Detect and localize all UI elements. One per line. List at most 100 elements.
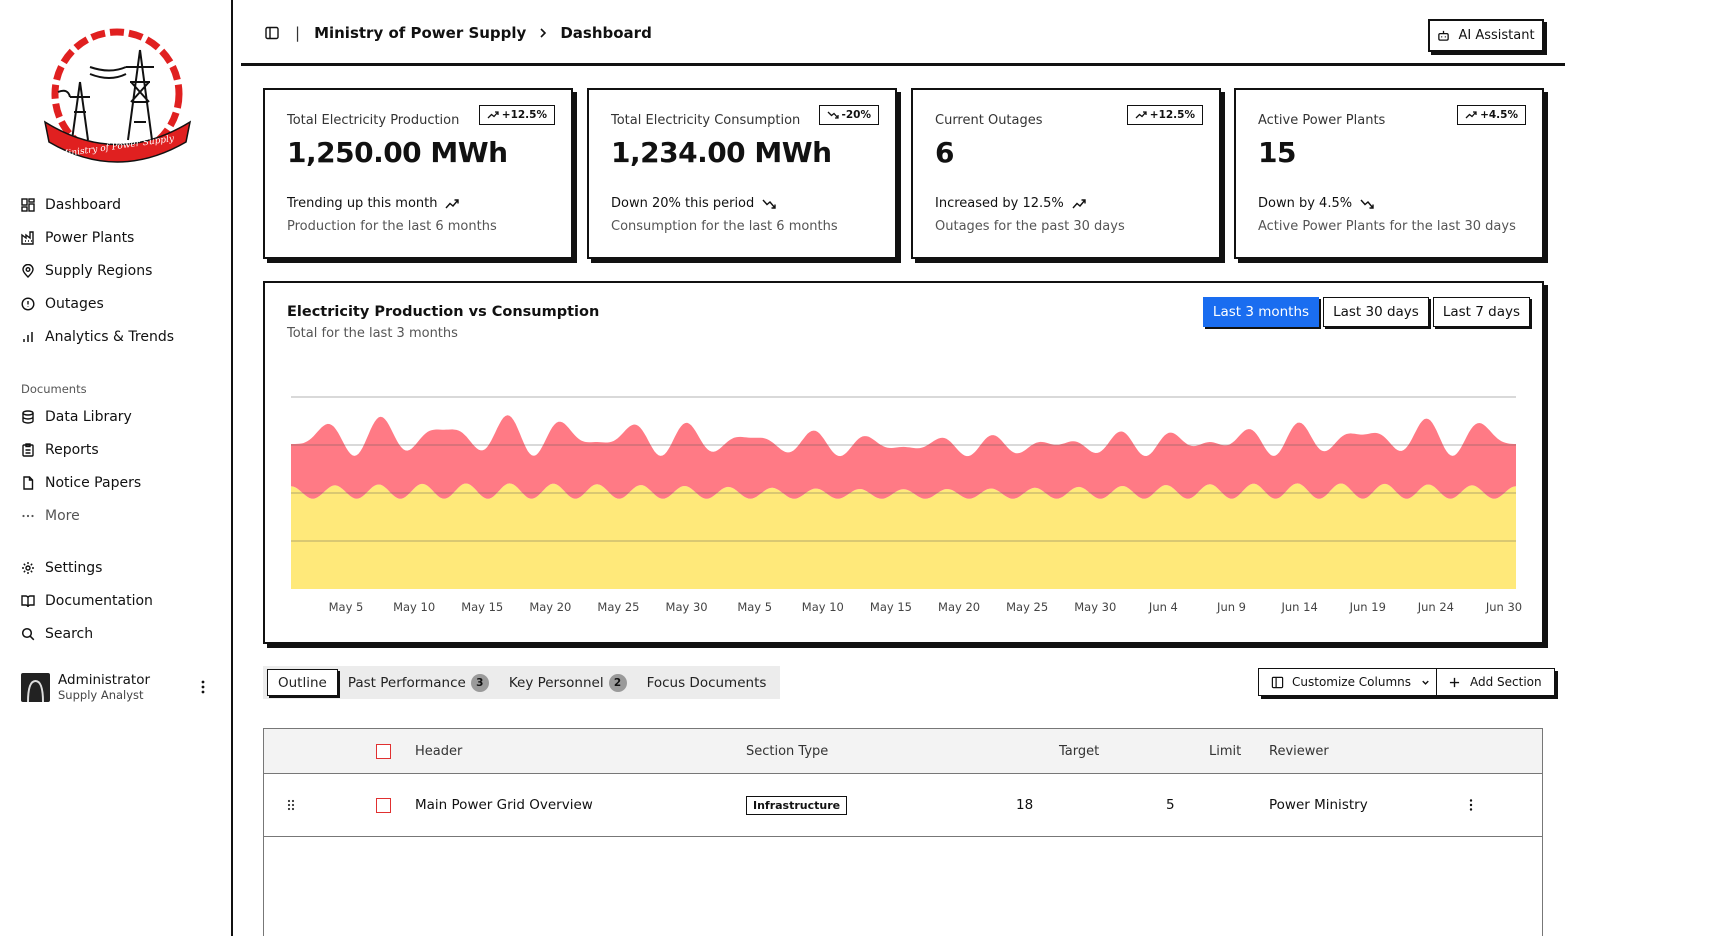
- stat-trend: Increased by 12.5%: [935, 196, 1086, 211]
- column-header-header[interactable]: Header: [415, 743, 463, 759]
- x-tick-label: Jun 4: [1148, 600, 1178, 614]
- more-icon: [20, 508, 36, 524]
- range-button-3-months[interactable]: Last 3 months: [1202, 297, 1320, 327]
- add-section-label: Add Section: [1470, 675, 1542, 689]
- search-icon: [20, 626, 36, 642]
- sidebar-toggle-icon[interactable]: [265, 26, 279, 40]
- trending-down-icon: [1360, 199, 1374, 209]
- nav-documents: Documents Data Library Reports Notice Pa…: [20, 378, 220, 532]
- x-tick-label: May 5: [329, 600, 364, 614]
- stat-badge-value: +4.5%: [1480, 109, 1518, 121]
- breadcrumb-divider: |: [295, 24, 301, 42]
- x-tick-label: May 15: [461, 600, 503, 614]
- nav-main: Dashboard Power Plants Supply Regions Ou…: [20, 188, 220, 353]
- customize-columns-button[interactable]: Customize Columns: [1258, 668, 1445, 696]
- row-header[interactable]: Main Power Grid Overview: [415, 797, 593, 813]
- sidebar-item-label: Supply Regions: [45, 262, 153, 279]
- user-profile[interactable]: Administrator Supply Analyst: [21, 670, 221, 704]
- x-tick-label: Jun 30: [1485, 600, 1522, 614]
- table-row: Main Power Grid Overview Infrastructure …: [264, 774, 1542, 837]
- range-selector: Last 3 months Last 30 days Last 7 days: [1202, 297, 1530, 327]
- avatar: [21, 672, 50, 702]
- chart-card: May 5 May 10 May 15 May 20 May 25 May 30 May 5…: [263, 281, 1544, 644]
- stat-badge-value: -20%: [841, 109, 872, 121]
- stat-trend-text: Down 20% this period: [611, 196, 755, 211]
- select-all-checkbox[interactable]: [376, 743, 391, 759]
- stat-trend-text: Increased by 12.5%: [935, 196, 1064, 211]
- stat-badge: +12.5%: [1126, 105, 1203, 125]
- tab-key-personnel[interactable]: Key Personnel 2: [499, 669, 637, 696]
- tab-outline[interactable]: Outline: [267, 669, 338, 696]
- plus-icon: [1449, 677, 1460, 687]
- tab-focus-documents[interactable]: Focus Documents: [637, 669, 777, 696]
- user-menu-icon[interactable]: [195, 678, 211, 696]
- ai-assistant-button[interactable]: AI Assistant: [1428, 19, 1544, 52]
- breadcrumb-page: Dashboard: [560, 24, 652, 42]
- file-icon: [20, 475, 36, 491]
- x-tick-label: May 10: [802, 600, 844, 614]
- stat-trend: Trending up this month: [287, 196, 460, 211]
- topbar: | Ministry of Power Supply Dashboard AI …: [241, 0, 1565, 66]
- stat-card-power-plants: Active Power Plants 15 +4.5% Down by 4.5…: [1234, 88, 1544, 259]
- stat-sub: Production for the last 6 months: [287, 219, 497, 234]
- x-tick-label: May 5: [737, 600, 772, 614]
- column-header-section-type[interactable]: Section Type: [746, 743, 829, 759]
- sidebar-item-reports[interactable]: Reports: [20, 433, 220, 466]
- sidebar-item-documentation[interactable]: Documentation: [20, 584, 220, 617]
- trending-up-icon: [487, 111, 499, 119]
- row-actions-icon[interactable]: [1468, 774, 1474, 836]
- column-header-limit[interactable]: Limit: [1209, 743, 1242, 759]
- sidebar-item-label: Analytics & Trends: [45, 328, 175, 345]
- trending-up-icon: [1072, 198, 1086, 208]
- ministry-logo: Ministry of Power Supply: [43, 28, 192, 163]
- user-role: Supply Analyst: [58, 687, 144, 702]
- stat-card-consumption: Total Electricity Consumption 1,234.00 M…: [587, 88, 897, 259]
- column-header-reviewer[interactable]: Reviewer: [1269, 743, 1329, 759]
- sections-table: Header Section Type Target Limit Reviewe…: [263, 728, 1543, 936]
- tab-past-performance[interactable]: Past Performance 3: [338, 669, 499, 696]
- breadcrumb-org[interactable]: Ministry of Power Supply: [314, 24, 527, 42]
- row-checkbox[interactable]: [376, 797, 391, 813]
- range-button-7-days[interactable]: Last 7 days: [1432, 297, 1530, 327]
- user-name: Administrator: [58, 671, 151, 688]
- factory-icon: [20, 230, 36, 246]
- book-icon: [20, 593, 36, 609]
- stat-card-production: Total Electricity Production 1,250.00 MW…: [263, 88, 573, 259]
- x-tick-label: May 30: [1074, 600, 1116, 614]
- stat-value: 6: [935, 136, 954, 169]
- column-header-target[interactable]: Target: [1059, 743, 1100, 759]
- trending-up-icon: [445, 198, 460, 208]
- sidebar-item-search[interactable]: Search: [20, 617, 220, 650]
- sidebar-item-dashboard[interactable]: Dashboard: [20, 188, 220, 221]
- sidebar-item-settings[interactable]: Settings: [20, 551, 220, 584]
- sidebar-item-outages[interactable]: Outages: [20, 287, 220, 320]
- tab-label: Outline: [278, 674, 327, 691]
- sidebar-item-analytics[interactable]: Analytics & Trends: [20, 320, 220, 353]
- customize-columns-label: Customize Columns: [1292, 675, 1412, 689]
- sidebar-item-label: Data Library: [45, 408, 132, 425]
- stat-label: Total Electricity Consumption: [611, 113, 801, 128]
- range-button-30-days[interactable]: Last 30 days: [1323, 297, 1429, 327]
- sidebar-item-more[interactable]: More: [20, 499, 220, 532]
- sidebar-item-data-library[interactable]: Data Library: [20, 400, 220, 433]
- sidebar-item-supply-regions[interactable]: Supply Regions: [20, 254, 220, 287]
- sidebar-item-notice-papers[interactable]: Notice Papers: [20, 466, 220, 499]
- stat-badge-value: +12.5%: [1149, 109, 1195, 121]
- x-tick-label: Jun 14: [1281, 600, 1318, 614]
- documents-heading: Documents: [21, 382, 87, 396]
- x-tick-label: May 20: [529, 600, 571, 614]
- sidebar-item-label: More: [45, 507, 80, 524]
- stat-badge-value: +12.5%: [501, 109, 547, 121]
- breadcrumb: | Ministry of Power Supply Dashboard: [265, 24, 652, 42]
- x-tick-label: May 25: [597, 600, 639, 614]
- stat-label: Active Power Plants: [1258, 113, 1386, 128]
- section-tabs: Outline Past Performance 3 Key Personnel 2…: [263, 666, 781, 699]
- add-section-button[interactable]: Add Section: [1436, 668, 1555, 696]
- x-tick-label: May 15: [870, 600, 912, 614]
- trending-up-icon: [1465, 111, 1477, 119]
- stat-sub: Consumption for the last 6 months: [611, 219, 838, 234]
- stat-badge: +4.5%: [1457, 105, 1526, 125]
- stat-label: Total Electricity Production: [287, 113, 460, 128]
- drag-handle-icon[interactable]: [286, 774, 296, 836]
- sidebar-item-power-plants[interactable]: Power Plants: [20, 221, 220, 254]
